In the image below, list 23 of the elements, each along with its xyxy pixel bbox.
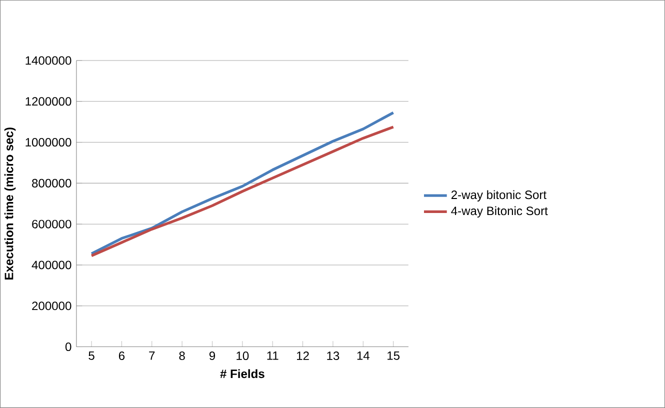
x-tick-label: 11: [267, 352, 278, 360]
x-tick-label: 12: [297, 352, 309, 360]
y-tick-label: 800000: [32, 178, 72, 188]
y-axis-title: Execution time (micro sec): [4, 128, 16, 280]
y-tick-label: 1400000: [26, 56, 72, 65]
y-tick-label: 1000000: [26, 138, 72, 147]
y-tick-label: 400000: [32, 260, 72, 270]
x-tick-label: 15: [388, 352, 400, 360]
x-tick-label: 6: [118, 352, 125, 360]
x-tick-label: 13: [327, 352, 340, 360]
y-tick-label: 600000: [32, 220, 72, 228]
legend-label: 2-way bitonic Sort: [451, 190, 546, 202]
legend-label: 4-way Bitonic Sort: [451, 206, 548, 218]
y-tick-label: 0: [65, 342, 72, 352]
x-tick-label: 14: [357, 352, 370, 360]
x-tick-label: 9: [209, 352, 216, 360]
x-tick-label: 7: [149, 352, 155, 360]
x-tick-label: 8: [179, 352, 185, 360]
y-tick-label: 200000: [32, 302, 72, 310]
y-tick-label: 1200000: [26, 97, 72, 106]
x-axis-title: # Fields: [220, 369, 264, 378]
x-tick-label: 10: [236, 352, 249, 360]
x-tick-label: 5: [88, 352, 94, 360]
